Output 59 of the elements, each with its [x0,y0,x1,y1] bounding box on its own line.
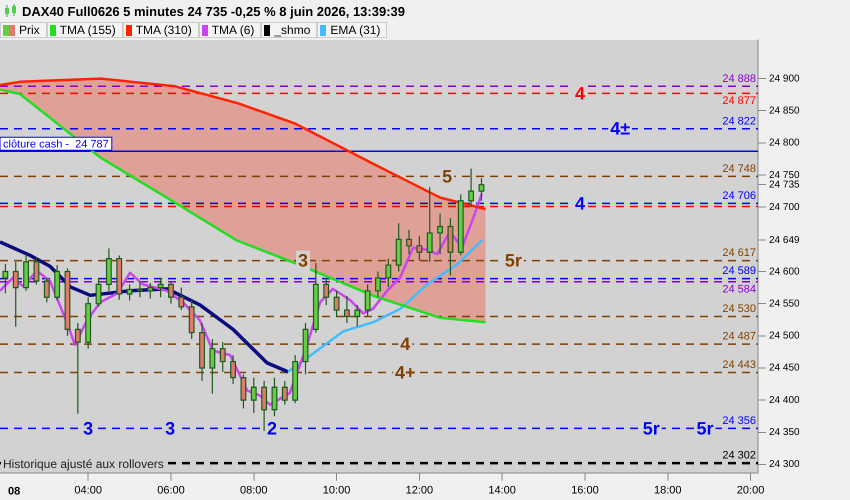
x-tick-label: 08:00 [240,484,268,496]
y-tick-label: 24 700 [769,202,800,213]
annotation: 3 [165,418,176,438]
ref-line-label: 24 589 [722,265,756,278]
y-tick-label: 24 550 [769,298,800,310]
annotation: 5r [696,418,714,438]
ref-line-label: 24 530 [722,303,756,316]
annotation: 5r [504,250,522,271]
x-tick-label: 16:00 [571,484,599,496]
y-tick-label: 24 450 [769,362,800,374]
ref-line-label: 24 877 [722,94,756,107]
y-tick-label: 24 300 [769,459,800,470]
ref-line-label: clôture cash - 24 787 [3,138,109,150]
ref-line-label: 24 487 [722,330,756,343]
data-label: 24 302 [722,450,756,462]
legend-label: TMA (6) [212,23,254,37]
legend-label: TMA (310) [136,23,192,37]
annotation: 4+ [395,362,416,382]
y-tick-label: 24 600 [769,266,800,278]
ref-line-label: 24 748 [722,162,756,175]
ref-line-label: 24 617 [722,247,756,260]
y-tick-label: 24 500 [769,330,800,342]
annotation: 2 [266,418,277,438]
y-tick-label: 24 750 [769,170,800,181]
ref-line-label: 24 888 [722,72,756,85]
legend-label: TMA (155) [60,23,116,37]
x-tick-label: 14:00 [488,484,516,496]
ref-line-label: 24 584 [722,283,756,296]
annotation: 4± [610,118,630,139]
annotation: Historique ajusté aux rollovers [3,457,164,472]
ref-line-label: 24 706 [722,190,756,202]
ref-line-label: 24 356 [722,414,756,427]
y-tick-label: 24 350 [769,427,800,438]
annotation: 5r [642,418,660,438]
x-tick-label: 12:00 [406,484,434,496]
annotation: 4 [574,193,585,214]
y-tick-label: 24 649 [769,234,800,246]
x-tick-label: 06:00 [157,484,185,496]
y-tick-label: 24 400 [769,394,800,406]
x-tick-label: 18:00 [654,484,682,496]
x-tick-label: 10:00 [322,484,350,496]
chart-title: DAX40 Full0626 5 minutes 24 735 -0,25 % 8 juin 2026, 13:39:39 [22,4,405,18]
x-tick-label: 04:00 [74,484,102,496]
x-axis-title: 08 [8,485,20,498]
legend-label: _shmo [274,23,310,37]
ref-line-label: 24 822 [722,115,756,128]
legend-label: EMA (31) [330,23,380,37]
annotation: 5 [442,166,452,186]
x-tick-label: 20:00 [736,484,764,496]
y-tick-label: 24 850 [769,105,800,116]
y-tick-label: 24 735 [769,179,800,190]
ref-line-label: 24 443 [722,359,756,372]
legend-label: Prix [19,23,40,37]
annotation: 4 [400,334,410,354]
annotation: 3 [83,418,94,438]
annotation: 4 [574,83,585,104]
y-tick-label: 24 800 [769,138,800,149]
annotation: 3 [298,250,308,271]
y-tick-label: 24 900 [769,73,800,84]
